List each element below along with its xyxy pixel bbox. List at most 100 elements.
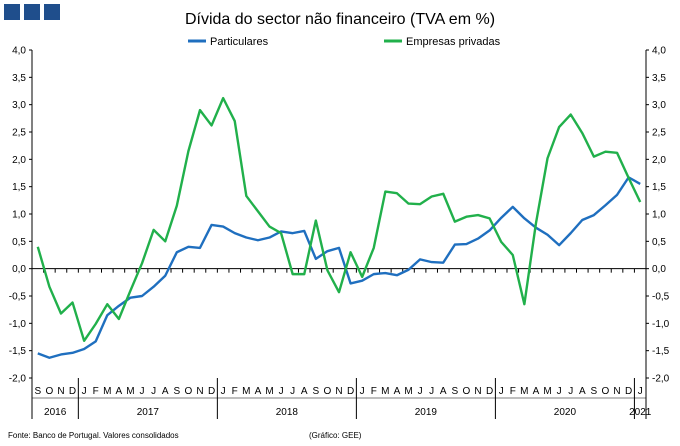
data-point-particulares xyxy=(349,282,351,284)
data-point-particulares xyxy=(407,269,409,271)
data-point-empresas-privadas xyxy=(129,289,131,291)
data-point-empresas-privadas xyxy=(523,303,525,305)
credit-note: (Gráfico: GEE) xyxy=(309,431,362,440)
axes: 4,0 4,0 3,5 3,5 3,0 3,0 2,5 2,5 2,0 2,0 1,5 1,5 1,0 1… xyxy=(9,46,670,419)
x-month-label: M xyxy=(126,386,134,397)
y-tick-label-right: -0,5 xyxy=(652,292,670,303)
data-point-empresas-privadas xyxy=(407,202,409,204)
data-point-particulares xyxy=(384,272,386,274)
x-month-label: D xyxy=(625,386,632,397)
y-tick-label-right: 1,0 xyxy=(652,210,666,221)
data-point-particulares xyxy=(37,352,39,354)
data-point-empresas-privadas xyxy=(430,195,432,197)
data-point-particulares xyxy=(477,237,479,239)
data-point-particulares xyxy=(419,258,421,260)
data-point-empresas-privadas xyxy=(569,113,571,115)
data-point-empresas-privadas xyxy=(257,210,259,212)
data-point-empresas-privadas xyxy=(627,177,629,179)
data-point-empresas-privadas xyxy=(593,155,595,157)
data-point-empresas-privadas xyxy=(384,190,386,192)
data-point-empresas-privadas xyxy=(616,152,618,154)
y-tick-label-left: 3,5 xyxy=(12,73,26,84)
x-year-label: 2021 xyxy=(629,407,652,418)
data-point-empresas-privadas xyxy=(83,340,85,342)
data-point-empresas-privadas xyxy=(95,323,97,325)
data-point-particulares xyxy=(199,247,201,249)
data-point-empresas-privadas xyxy=(176,205,178,207)
data-point-empresas-privadas xyxy=(488,217,490,219)
x-month-label: S xyxy=(452,386,459,397)
y-tick-label-left: -1,5 xyxy=(9,346,27,357)
x-month-label: N xyxy=(196,386,203,397)
data-point-particulares xyxy=(48,357,50,359)
series-group xyxy=(36,96,642,359)
series-line-empresas-privadas xyxy=(36,96,642,343)
y-tick-label-right: 4,0 xyxy=(652,46,666,57)
x-month-label: O xyxy=(602,386,610,397)
data-point-particulares xyxy=(303,230,305,232)
data-point-empresas-privadas xyxy=(454,220,456,222)
data-point-empresas-privadas xyxy=(338,291,340,293)
data-point-empresas-privadas xyxy=(581,132,583,134)
data-point-particulares xyxy=(569,232,571,234)
data-point-empresas-privadas xyxy=(558,126,560,128)
x-month-label: M xyxy=(242,386,250,397)
data-point-particulares xyxy=(442,261,444,263)
data-point-particulares xyxy=(152,286,154,288)
data-point-empresas-privadas xyxy=(106,303,108,305)
x-month-label: M xyxy=(520,386,528,397)
data-point-empresas-privadas xyxy=(419,203,421,205)
data-point-particulares xyxy=(83,348,85,350)
data-point-particulares xyxy=(338,247,340,249)
data-point-particulares xyxy=(222,225,224,227)
data-point-empresas-privadas xyxy=(164,240,166,242)
x-month-label: M xyxy=(265,386,273,397)
data-point-particulares xyxy=(245,236,247,238)
data-point-empresas-privadas xyxy=(315,219,317,221)
y-tick-label-left: -0,5 xyxy=(9,292,27,303)
x-month-label: J xyxy=(418,386,423,397)
x-month-label: J xyxy=(360,386,365,397)
data-point-particulares xyxy=(326,250,328,252)
data-point-particulares xyxy=(95,340,97,342)
data-point-empresas-privadas xyxy=(234,120,236,122)
data-point-particulares xyxy=(454,243,456,245)
x-month-label: O xyxy=(185,386,193,397)
data-point-empresas-privadas xyxy=(280,232,282,234)
data-point-empresas-privadas xyxy=(268,225,270,227)
data-point-particulares xyxy=(315,258,317,260)
data-point-particulares xyxy=(616,194,618,196)
data-point-empresas-privadas xyxy=(396,192,398,194)
y-tick-label-right: -2,0 xyxy=(652,374,670,385)
data-point-empresas-privadas xyxy=(245,195,247,197)
x-month-label: M xyxy=(404,386,412,397)
x-month-label: M xyxy=(543,386,551,397)
x-month-label: J xyxy=(290,386,295,397)
data-point-particulares xyxy=(488,229,490,231)
source-note: Fonte: Banco de Portugal. Valores consol… xyxy=(8,431,179,440)
x-month-label: J xyxy=(499,386,504,397)
data-point-empresas-privadas xyxy=(222,97,224,99)
x-month-label: A xyxy=(162,386,169,397)
x-month-label: F xyxy=(232,386,238,397)
header-square xyxy=(4,4,20,20)
data-point-empresas-privadas xyxy=(349,251,351,253)
data-point-particulares xyxy=(523,217,525,219)
y-tick-label-right: 2,5 xyxy=(652,128,666,139)
data-point-particulares xyxy=(604,204,606,206)
y-tick-label-left: 0,0 xyxy=(12,264,26,275)
x-month-label: S xyxy=(312,386,319,397)
x-month-label: F xyxy=(371,386,377,397)
x-month-label: A xyxy=(301,386,308,397)
data-point-particulares xyxy=(430,261,432,263)
data-point-empresas-privadas xyxy=(604,150,606,152)
data-point-particulares xyxy=(639,183,641,185)
data-point-empresas-privadas xyxy=(210,124,212,126)
data-point-empresas-privadas xyxy=(152,229,154,231)
x-month-label: D xyxy=(486,386,493,397)
data-point-particulares xyxy=(593,214,595,216)
x-month-label: A xyxy=(533,386,540,397)
x-month-label: A xyxy=(394,386,401,397)
x-year-label: 2017 xyxy=(137,407,160,418)
